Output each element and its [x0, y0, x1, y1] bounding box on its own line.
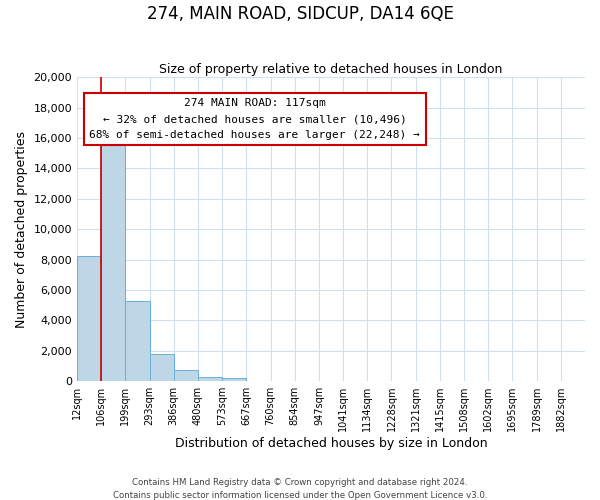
Bar [125, 300, 149, 381]
X-axis label: Distribution of detached houses by size in London: Distribution of detached houses by size … [175, 437, 487, 450]
Bar [101, 129, 125, 381]
Y-axis label: Number of detached properties: Number of detached properties [15, 130, 28, 328]
Title: Size of property relative to detached houses in London: Size of property relative to detached ho… [160, 63, 503, 76]
Bar [222, 378, 247, 381]
Text: 274, MAIN ROAD, SIDCUP, DA14 6QE: 274, MAIN ROAD, SIDCUP, DA14 6QE [146, 5, 454, 23]
Text: 274 MAIN ROAD: 117sqm
← 32% of detached houses are smaller (10,496)
68% of semi-: 274 MAIN ROAD: 117sqm ← 32% of detached … [89, 98, 420, 140]
Bar [174, 370, 198, 381]
Bar [77, 256, 101, 381]
Bar [149, 354, 174, 381]
Text: Contains HM Land Registry data © Crown copyright and database right 2024.
Contai: Contains HM Land Registry data © Crown c… [113, 478, 487, 500]
Bar [198, 377, 222, 381]
